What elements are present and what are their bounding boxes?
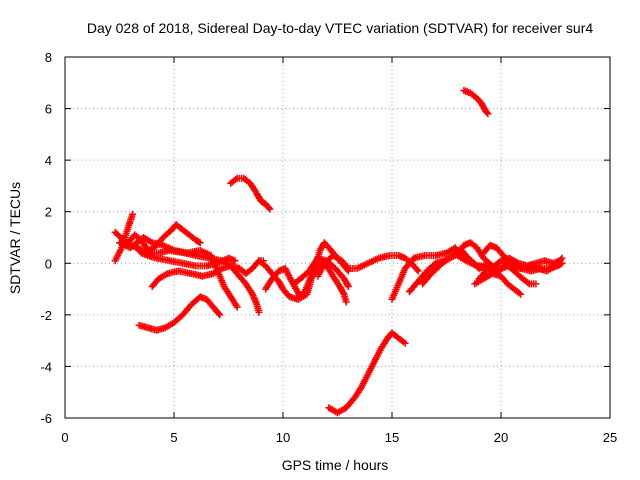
y-tick-label: 4	[45, 153, 52, 168]
x-tick-labels: 0 5 10 15 20 25	[61, 430, 617, 445]
plus-markers	[290, 254, 352, 290]
series-arc-14	[388, 244, 490, 303]
series-arc-22	[453, 252, 566, 275]
grid-lines	[65, 57, 610, 418]
y-tick-label: 8	[45, 50, 52, 65]
data-series	[111, 87, 566, 417]
x-tick-label: 20	[494, 430, 508, 445]
plus-markers	[388, 244, 490, 303]
plus-markers	[471, 270, 525, 298]
series-arc-17	[460, 87, 492, 118]
plus-markers	[227, 174, 274, 213]
chart-title: Day 028 of 2018, Sidereal Day-to-day VTE…	[87, 20, 593, 36]
plus-markers	[325, 329, 409, 417]
x-tick-label: 5	[170, 430, 177, 445]
series-arc-12	[325, 329, 409, 417]
y-tick-label: -6	[40, 411, 52, 426]
y-tick-label: 6	[45, 102, 52, 117]
y-tick-label: -4	[40, 359, 52, 374]
y-tick-label: -2	[40, 308, 52, 323]
series-arc-8	[227, 174, 274, 213]
series-arc-7	[148, 257, 267, 290]
axis-ticks	[64, 56, 611, 419]
plus-markers	[148, 257, 267, 290]
x-tick-label: 10	[276, 430, 290, 445]
y-tick-labels: -6 -4 -2 0 2 4 6 8	[40, 50, 52, 426]
plus-markers	[131, 241, 239, 270]
x-tick-label: 15	[385, 430, 399, 445]
y-tick-label: 0	[45, 256, 52, 271]
series-arc-20	[471, 270, 525, 298]
plus-markers	[122, 221, 204, 254]
series-arc-13	[290, 254, 352, 290]
plus-markers	[135, 293, 224, 334]
plus-markers	[453, 252, 566, 275]
series-arc-4	[122, 221, 204, 254]
plus-markers	[460, 87, 492, 118]
y-axis-label: SDTVAR / TECUs	[7, 182, 23, 294]
series-arc-6	[135, 293, 224, 334]
x-tick-label: 25	[603, 430, 617, 445]
series-arc-5	[131, 241, 239, 270]
plot-frame	[64, 56, 611, 419]
x-axis-label: GPS time / hours	[282, 457, 389, 473]
x-tick-label: 0	[61, 430, 68, 445]
y-tick-label: 2	[45, 205, 52, 220]
